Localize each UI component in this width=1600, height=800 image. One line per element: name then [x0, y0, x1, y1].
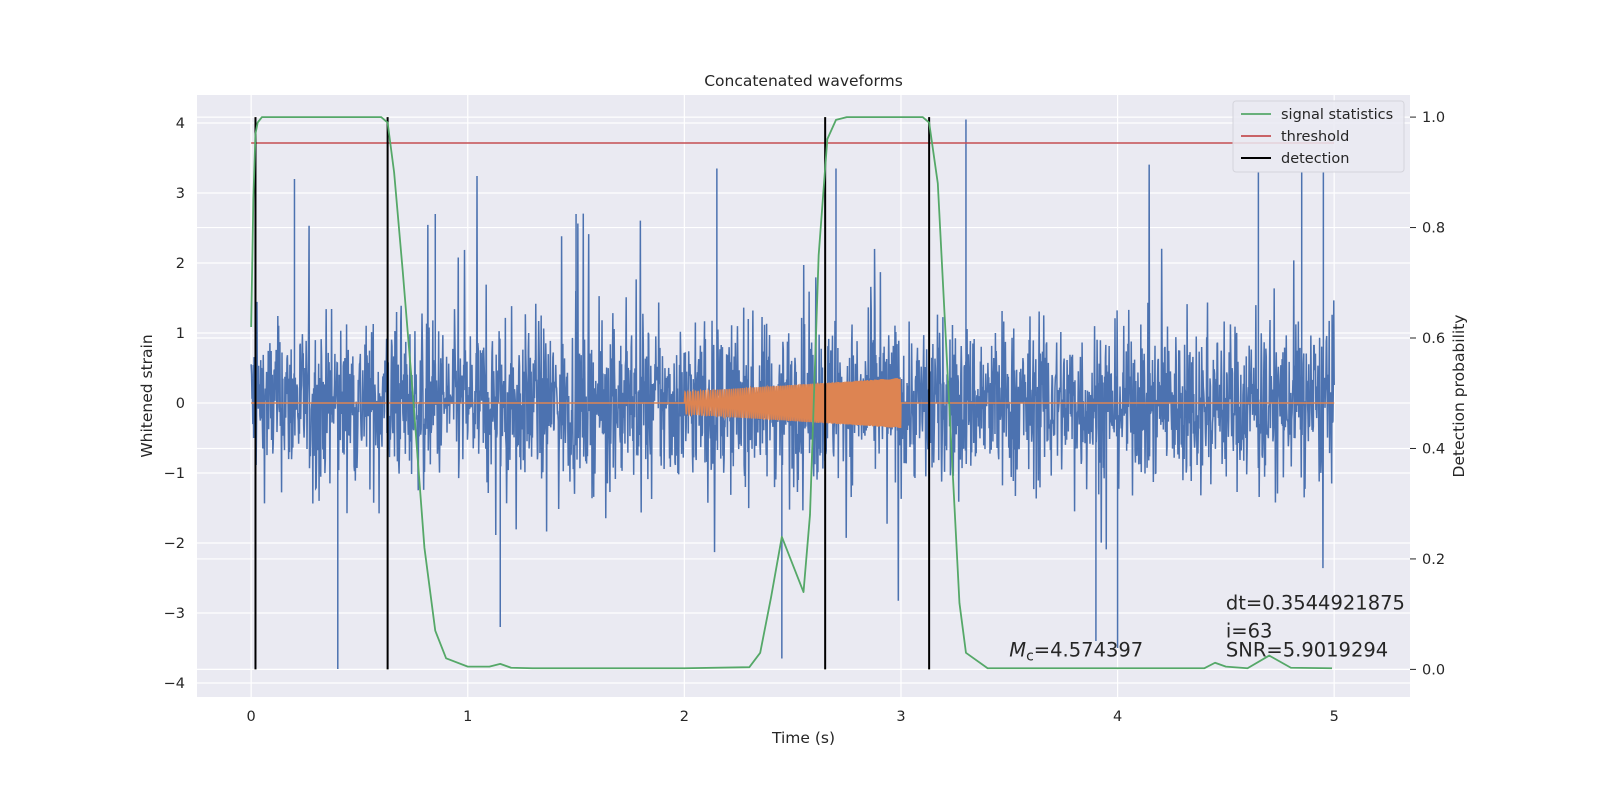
annotation-text: SNR=5.9019294: [1226, 638, 1388, 661]
legend: signal statistics threshold detection: [1232, 100, 1405, 173]
x-tick-label: 5: [1330, 709, 1339, 725]
annotation-text: dt=0.3544921875: [1226, 592, 1405, 615]
y-right-axis-label: Detection probability: [1450, 315, 1468, 478]
y-right-axis-ticks: 0.0 0.2 0.4 0.6 0.8 1.0: [1410, 110, 1445, 678]
x-tick-label: 3: [896, 709, 905, 725]
y-right-tick-label: 0.4: [1422, 441, 1445, 457]
legend-label: threshold: [1281, 129, 1349, 145]
y-left-tick-label: 0: [176, 396, 185, 412]
y-right-tick-label: 0.2: [1422, 552, 1445, 568]
waveform-chirp: [683, 378, 902, 429]
y-left-axis-ticks: −4 −3 −2 −1 0 1 2 3 4: [164, 116, 185, 692]
y-left-tick-label: −1: [164, 466, 185, 482]
legend-box: [1232, 100, 1405, 173]
waveform-series: [251, 378, 1335, 429]
chart-title: Concatenated waveforms: [704, 72, 903, 90]
y-left-axis-label: Whitened strain: [138, 334, 156, 457]
x-tick-label: 2: [680, 709, 689, 725]
legend-label: detection: [1281, 151, 1349, 167]
y-left-tick-label: 1: [176, 326, 185, 342]
legend-label: signal statistics: [1281, 107, 1393, 123]
annotation-text: i=63: [1226, 620, 1273, 643]
signal-statistics-series: [250, 116, 1333, 670]
annotation-text: Mc=4.574397: [1009, 638, 1143, 664]
y-left-tick-label: −4: [164, 676, 185, 692]
y-left-tick-label: 4: [176, 116, 185, 132]
plot-area: [250, 116, 1335, 670]
x-axis-ticks: 0 1 2 3 4 5: [247, 709, 1339, 725]
y-right-tick-label: 1.0: [1422, 110, 1445, 126]
y-left-tick-label: −3: [164, 606, 185, 622]
x-tick-label: 1: [463, 709, 472, 725]
y-left-tick-label: 3: [176, 186, 185, 202]
x-axis-label: Time (s): [771, 729, 835, 747]
x-tick-label: 0: [247, 709, 256, 725]
y-right-tick-label: 0.6: [1422, 331, 1445, 347]
signal-statistics-line: [250, 116, 1333, 670]
x-tick-label: 4: [1113, 709, 1122, 725]
y-left-tick-label: −2: [164, 536, 185, 552]
y-left-tick-label: 2: [176, 256, 185, 272]
y-right-tick-label: 0.8: [1422, 221, 1445, 237]
y-right-tick-label: 0.0: [1422, 662, 1445, 678]
detection-series: [254, 117, 931, 670]
